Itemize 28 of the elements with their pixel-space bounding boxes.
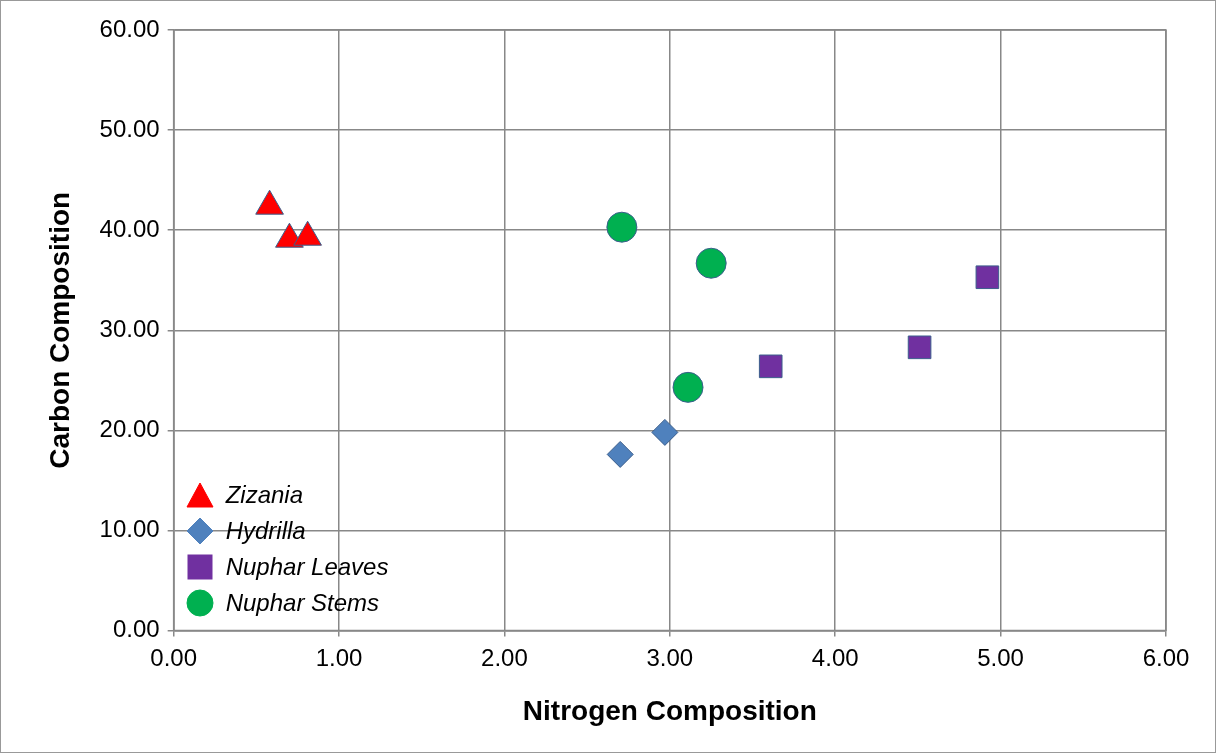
point <box>651 418 679 446</box>
point <box>606 440 634 468</box>
x-axis-title: Nitrogen Composition <box>522 694 817 726</box>
x-tick-label: 0.00 <box>150 643 198 671</box>
y-tick-label: 30.00 <box>99 314 160 342</box>
point <box>606 211 638 243</box>
y-tick-label: 10.00 <box>99 515 160 543</box>
x-tick-label: 4.00 <box>811 643 859 671</box>
point <box>672 371 704 403</box>
y-tick-label: 40.00 <box>99 214 160 242</box>
point <box>695 247 727 279</box>
y-tick-label: 60.00 <box>99 14 160 42</box>
y-axis-title: Carbon Composition <box>43 191 75 469</box>
point <box>758 354 783 379</box>
x-tick-label: 5.00 <box>977 643 1024 671</box>
y-tick-label: 50.00 <box>99 114 160 142</box>
point <box>907 335 932 360</box>
legend-label: Zizania <box>225 480 304 509</box>
legend-label: Nuphar Stems <box>225 588 380 617</box>
x-tick-label: 6.00 <box>1142 643 1190 671</box>
y-tick-label: 20.00 <box>99 415 160 443</box>
point <box>975 265 1000 290</box>
legend-label: Hydrilla <box>225 516 306 545</box>
legend-label: Nuphar Leaves <box>225 552 389 581</box>
x-tick-label: 1.00 <box>315 643 363 671</box>
y-tick-label: 0.00 <box>112 615 160 643</box>
x-tick-label: 2.00 <box>481 643 528 671</box>
x-tick-label: 3.00 <box>646 643 694 671</box>
